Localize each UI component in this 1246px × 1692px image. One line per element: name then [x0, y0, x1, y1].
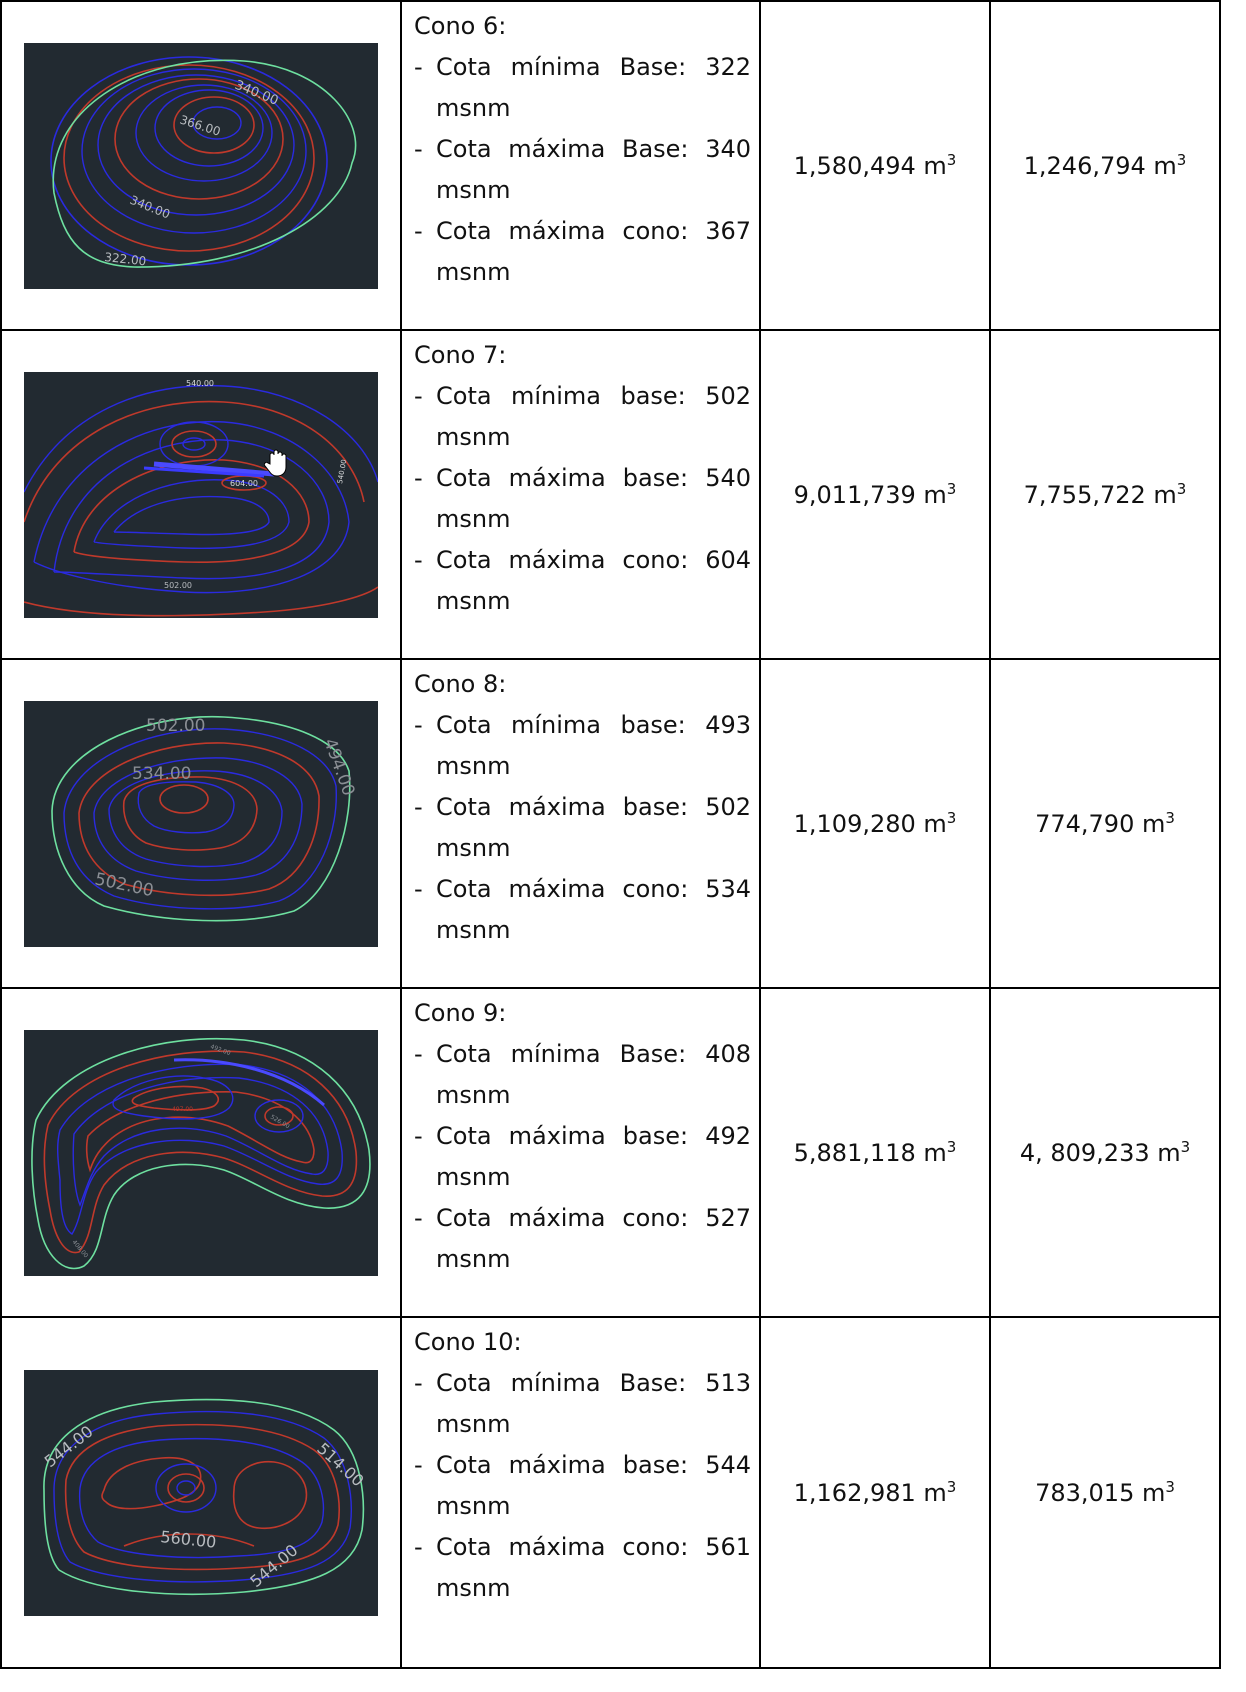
cubed-exponent: 3 [946, 809, 957, 827]
unit: msnm [436, 176, 511, 204]
contour-map-cono-8: 502.00 534.00 494.00 502.00 [24, 700, 378, 947]
description-cell: Cono 8: - Cota mínima base: 493 msnm - Cot… [400, 658, 761, 989]
cota-maxima-cono: Cota máxima cono: 534 [436, 875, 751, 903]
map-cell: 340.00 366.00 340.00 322.00 [0, 0, 402, 331]
volume-cell: 4, 809,233 m3 [989, 987, 1221, 1318]
volume-cell: 774,790 m3 [989, 658, 1221, 989]
map-label: 540.00 [186, 379, 214, 388]
volume-2: 783,015 m [1035, 1479, 1166, 1507]
unit: msnm [436, 1081, 511, 1109]
cubed-exponent: 3 [1180, 1138, 1191, 1156]
map-label: 534.00 [132, 764, 191, 784]
cota-minima-base: Cota mínima base: 493 [436, 711, 751, 739]
unit: msnm [436, 752, 511, 780]
volume-cell: 9,011,739 m3 [759, 329, 991, 660]
cota-maxima-cono: Cota máxima cono: 561 [436, 1533, 751, 1561]
unit: msnm [436, 916, 511, 944]
cota-maxima-cono: Cota máxima cono: 527 [436, 1204, 751, 1232]
cota-maxima-base: Cota máxima base: 502 [436, 793, 751, 821]
cone-title: Cono 6: [414, 12, 507, 40]
volume-1: 1,109,280 m [793, 810, 947, 838]
volume-cell: 7,755,722 m3 [989, 329, 1221, 660]
cota-maxima-base: Cota máxima base: 544 [436, 1451, 751, 1479]
volume-1: 5,881,118 m [793, 1139, 947, 1167]
cota-maxima-cono: Cota máxima cono: 367 [436, 217, 751, 245]
unit: msnm [436, 834, 511, 862]
volume-cell: 1,246,794 m3 [989, 0, 1221, 331]
volume-1: 1,580,494 m [793, 152, 947, 180]
cubed-exponent: 3 [1176, 151, 1187, 169]
cota-maxima-cono: Cota máxima cono: 604 [436, 546, 751, 574]
contour-map-cono-10: 544.00 514.00 560.00 544.00 [24, 1369, 378, 1616]
description-cell: Cono 10: - Cota mínima Base: 513 msnm - Co… [400, 1316, 761, 1669]
cone-title: Cono 10: [414, 1328, 522, 1356]
cubed-exponent: 3 [946, 1478, 957, 1496]
map-cell: 544.00 514.00 560.00 544.00 [0, 1316, 402, 1669]
volume-2: 1,246,794 m [1023, 152, 1177, 180]
cubed-exponent: 3 [1165, 1478, 1175, 1496]
unit: msnm [436, 587, 511, 615]
volume-1: 1,162,981 m [793, 1479, 947, 1507]
contour-map-cono-6: 340.00 366.00 340.00 322.00 [24, 42, 378, 289]
map-label: 322.00 [104, 250, 147, 268]
cubed-exponent: 3 [1165, 809, 1175, 827]
volume-2: 7,755,722 m [1023, 481, 1177, 509]
table-row: 544.00 514.00 560.00 544.00 Cono 10: - Co… [0, 1316, 1221, 1669]
cota-minima-base: Cota mínima Base: 408 [436, 1040, 751, 1068]
volume-2: 4, 809,233 m [1019, 1139, 1181, 1167]
cone-title: Cono 9: [414, 999, 507, 1027]
description-cell: Cono 9: - Cota mínima Base: 408 msnm - Cot… [400, 987, 761, 1318]
hand-cursor-icon [263, 449, 287, 477]
cota-minima-base: Cota mínima base: 502 [436, 382, 751, 410]
contour-map-cono-7: 540.00 604.00 540.00 502.00 [24, 371, 378, 618]
map-cell: 502.00 534.00 494.00 502.00 [0, 658, 402, 989]
map-cell: 540.00 604.00 540.00 502.00 [0, 329, 402, 660]
cota-maxima-base: Cota máxima base: 540 [436, 464, 751, 492]
cota-minima-base: Cota mínima Base: 513 [436, 1369, 751, 1397]
volume-cell: 1,580,494 m3 [759, 0, 991, 331]
map-cell: 492.00 497.00 526.00 408.00 [0, 987, 402, 1318]
unit: msnm [436, 1245, 511, 1273]
volume-2: 774,790 m [1035, 810, 1166, 838]
volume-cell: 1,162,981 m3 [759, 1316, 991, 1669]
table-row: 340.00 366.00 340.00 322.00 Cono 6: - Cot… [0, 0, 1221, 331]
unit: msnm [436, 423, 511, 451]
volume-cell: 783,015 m3 [989, 1316, 1221, 1669]
unit: msnm [436, 1492, 511, 1520]
table-row: 502.00 534.00 494.00 502.00 Cono 8: - Cot… [0, 658, 1221, 989]
cota-maxima-base: Cota máxima base: 492 [436, 1122, 751, 1150]
cota-minima-base: Cota mínima Base: 322 [436, 53, 751, 81]
cone-title: Cono 8: [414, 670, 507, 698]
unit: msnm [436, 1163, 511, 1191]
unit: msnm [436, 1574, 511, 1602]
unit: msnm [436, 258, 511, 286]
cones-table: 340.00 366.00 340.00 322.00 Cono 6: - Cot… [0, 0, 1221, 1669]
description-cell: Cono 6: - Cota mínima Base: 322 msnm - Cot… [400, 0, 761, 331]
cone-title: Cono 7: [414, 341, 507, 369]
description-cell: Cono 7: - Cota mínima base: 502 msnm - Cot… [400, 329, 761, 660]
table-row: 492.00 497.00 526.00 408.00 Cono 9: - Cot… [0, 987, 1221, 1318]
cubed-exponent: 3 [946, 151, 957, 169]
map-label: 502.00 [164, 581, 192, 590]
unit: msnm [436, 1410, 511, 1438]
table-row: 540.00 604.00 540.00 502.00 Cono 7: - Cot… [0, 329, 1221, 660]
map-label: 497.00 [172, 1106, 193, 1113]
map-label: 502.00 [146, 716, 205, 736]
map-label: 604.00 [230, 479, 258, 488]
cubed-exponent: 3 [946, 1138, 957, 1156]
cubed-exponent: 3 [946, 480, 957, 498]
unit: msnm [436, 505, 511, 533]
contour-map-cono-9: 492.00 497.00 526.00 408.00 [24, 1029, 378, 1276]
cota-maxima-base: Cota máxima Base: 340 [436, 135, 751, 163]
volume-cell: 1,109,280 m3 [759, 658, 991, 989]
volume-1: 9,011,739 m [793, 481, 947, 509]
unit: msnm [436, 94, 511, 122]
volume-cell: 5,881,118 m3 [759, 987, 991, 1318]
cubed-exponent: 3 [1176, 480, 1187, 498]
